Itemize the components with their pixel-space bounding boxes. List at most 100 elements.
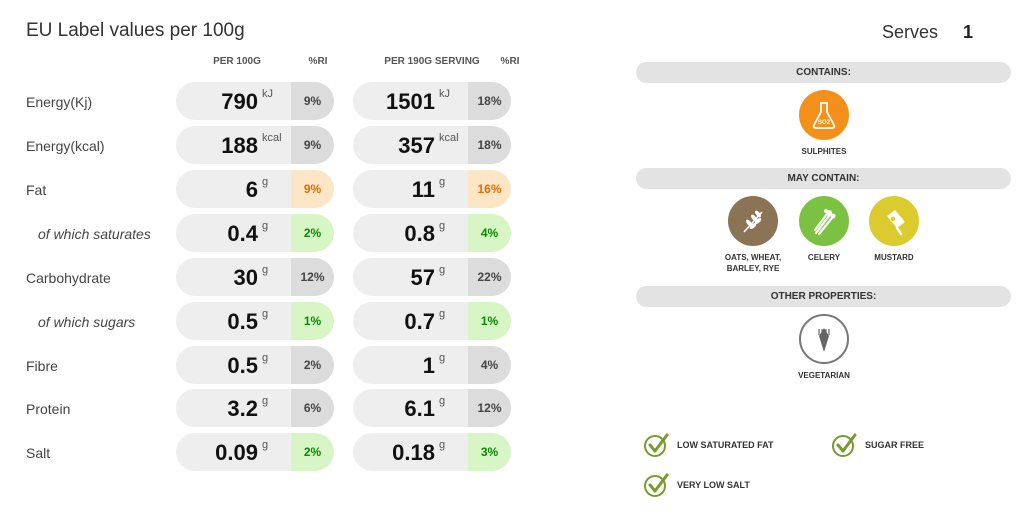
value-pill-per-serving: 1 g 4% [353,346,511,384]
ri-badge: 3% [468,433,511,471]
row-label-fibre: Fibre [26,358,58,374]
celery-icon [799,196,849,246]
value-number: 357 [398,133,435,158]
value-pill-per-100g: 0.5 g 2% [176,346,334,384]
row-label-energy-kj: Energy(Kj) [26,94,93,110]
value-number: 30 [233,265,258,290]
ri-badge: 9% [291,126,334,164]
claim-very-low-salt: VERY LOW SALT [643,472,750,498]
ri-badge: 18% [468,82,511,120]
ri-badge: 9% [291,82,334,120]
ri-badge: 6% [291,389,334,427]
value-number: 0.4 [227,221,258,246]
page-title: EU Label values per 100g [26,20,245,41]
claim-label: VERY LOW SALT [677,480,750,490]
value-pill-per-100g: 0.09 g 2% [176,433,334,471]
value-pill-per-100g: 30 g 12% [176,258,334,296]
value-pill-per-100g: 6 g 9% [176,170,334,208]
value-unit: g [439,220,446,232]
value-number: 790 [221,89,258,114]
value-unit: g [439,395,446,407]
ri-badge: 9% [291,170,334,208]
contains-header: CONTAINS: [636,62,1011,83]
mustard-icon [869,196,919,246]
wheat-icon [728,196,778,246]
carrot-fork-icon [799,314,849,364]
column-header-ri-100g: %RI [308,56,328,67]
ri-badge: 2% [291,433,334,471]
value-pill-per-100g: 0.4 g 2% [176,214,334,252]
ri-badge: 18% [468,126,511,164]
value-unit: g [262,264,269,276]
allergen-sulphites: SO2 SULPHITES [784,90,864,157]
value-number: 57 [410,265,435,290]
value-unit: kcal [262,132,282,144]
claim-sugar-free: SUGAR FREE [831,432,924,458]
column-header-per-100g: PER 100G [213,56,261,67]
check-icon [644,473,669,497]
value-pill-per-100g: 3.2 g 6% [176,389,334,427]
value-number: 6 [245,177,258,202]
value-pill-per-100g: 0.5 g 1% [176,302,334,340]
value-number: 0.8 [404,221,435,246]
value-number: 3.2 [227,396,258,421]
value-unit: g [262,395,269,407]
check-icon [644,433,669,457]
value-unit: g [262,308,269,320]
ri-badge: 12% [291,258,334,296]
ri-badge: 4% [468,346,511,384]
value-unit: g [439,439,446,451]
value-number: 0.09 [215,440,258,465]
ri-badge: 4% [468,214,511,252]
value-number: 11 [411,177,435,202]
allergen-label: SULPHITES [801,147,847,156]
value-unit: g [439,352,446,364]
row-label-saturates: of which saturates [38,226,151,242]
value-pill-per-100g: 188 kcal 9% [176,126,334,164]
value-number: 188 [221,133,258,158]
value-number: 0.18 [392,440,435,465]
property-label: VEGETARIAN [798,371,850,380]
value-unit: g [262,176,269,188]
value-unit: g [262,439,269,451]
value-pill-per-serving: 11 g 16% [353,170,511,208]
row-label-carbohydrate: Carbohydrate [26,270,111,286]
value-unit: g [262,352,269,364]
value-pill-per-serving: 357 kcal 18% [353,126,511,164]
value-pill-per-serving: 57 g 22% [353,258,511,296]
value-unit: g [262,220,269,232]
column-header-ri-serving: %RI [500,56,520,67]
allergen-label: MUSTARD [874,253,914,262]
ri-badge: 16% [468,170,511,208]
serves-value[interactable]: 1 [963,22,974,42]
value-unit: g [439,176,446,188]
ri-badge: 2% [291,214,334,252]
claim-label: LOW SATURATED FAT [677,440,774,450]
other-properties-header: OTHER PROPERTIES: [636,286,1011,307]
value-number: 0.7 [404,309,435,334]
ri-badge: 12% [468,389,511,427]
may-contain-header: MAY CONTAIN: [636,168,1011,189]
value-number: 6.1 [404,396,435,421]
value-number: 0.5 [227,353,258,378]
ri-badge: 1% [468,302,511,340]
serves-label: Serves [882,22,939,42]
value-number: 1 [422,353,435,378]
ri-badge: 2% [291,346,334,384]
row-label-sugars: of which sugars [38,314,136,330]
ri-badge: 1% [291,302,334,340]
value-number: 1501 [386,89,435,114]
value-number: 0.5 [227,309,258,334]
value-pill-per-serving: 0.18 g 3% [353,433,511,471]
row-label-fat: Fat [26,182,47,198]
check-icon [832,433,857,457]
claim-low-saturated-fat: LOW SATURATED FAT [643,432,774,458]
value-unit: kJ [262,88,273,100]
value-unit: kcal [439,132,459,144]
row-label-protein: Protein [26,401,71,417]
allergen-label: CELERY [807,253,841,262]
value-unit: g [439,264,446,276]
allergen-celery: CELERY [784,196,864,263]
row-label-energy-kcal: Energy(kcal) [26,138,105,154]
property-vegetarian: VEGETARIAN [784,314,864,381]
